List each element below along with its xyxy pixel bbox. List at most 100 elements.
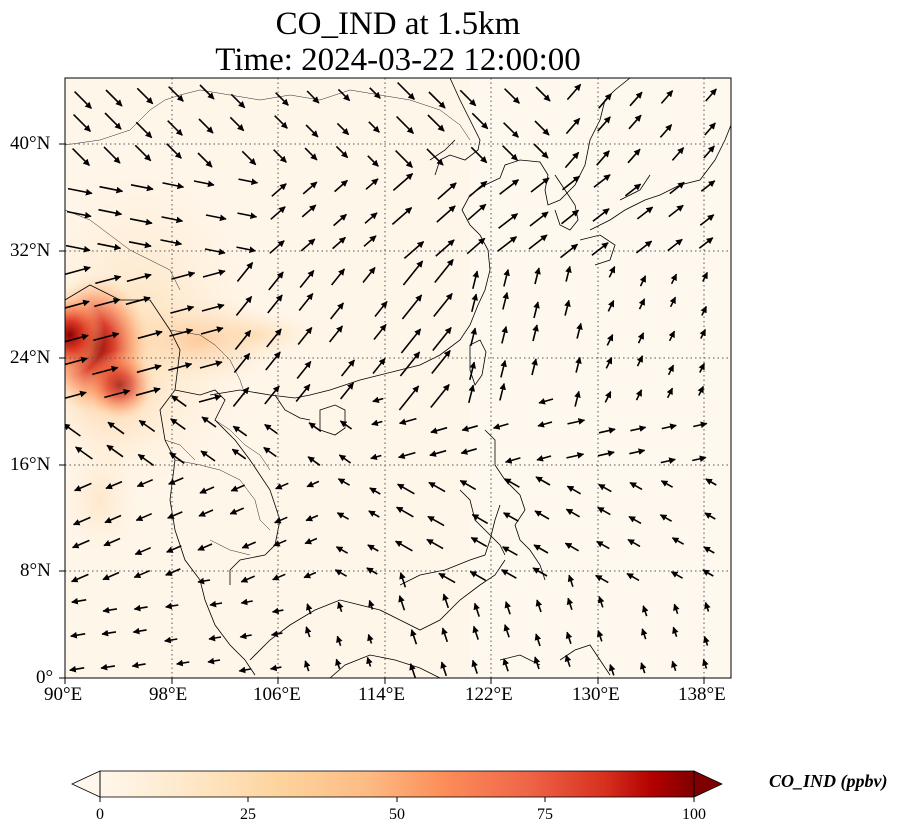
wind-arrow bbox=[638, 298, 646, 310]
wind-arrow bbox=[699, 214, 715, 226]
wind-arrow bbox=[629, 91, 643, 107]
wind-arrow bbox=[428, 481, 446, 493]
wind-arrow bbox=[640, 662, 647, 674]
wind-arrow bbox=[303, 571, 317, 579]
wind-arrow bbox=[241, 150, 257, 166]
wind-arrow bbox=[671, 537, 684, 545]
wind-arrow bbox=[209, 600, 223, 608]
wind-arrow bbox=[575, 356, 582, 373]
wind-arrow bbox=[642, 605, 649, 617]
wind-arrow bbox=[641, 628, 648, 640]
wind-arrow bbox=[470, 327, 477, 346]
wind-arrow bbox=[432, 326, 452, 351]
wind-arrow bbox=[673, 603, 680, 615]
wind-arrow bbox=[628, 515, 642, 525]
wind-arrow bbox=[164, 636, 178, 644]
wind-arrow bbox=[165, 602, 179, 610]
wind-arrow bbox=[427, 515, 445, 527]
wind-arrow bbox=[659, 514, 672, 522]
map-panel bbox=[65, 78, 731, 678]
wind-arrow bbox=[703, 145, 715, 159]
wind-arrow bbox=[136, 87, 154, 105]
wind-arrow bbox=[94, 297, 121, 308]
colorbar-extend-low bbox=[71, 770, 101, 798]
colorbar-tick-label: 75 bbox=[537, 806, 553, 823]
wind-arrow bbox=[333, 213, 347, 227]
wind-arrow bbox=[161, 216, 184, 224]
wind-arrow bbox=[197, 543, 213, 551]
wind-arrow bbox=[271, 607, 284, 615]
wind-arrow bbox=[136, 364, 162, 374]
wind-arrow bbox=[528, 234, 548, 250]
wind-arrow bbox=[305, 124, 319, 138]
wind-arrow bbox=[469, 570, 487, 582]
x-tick-label: 98°E bbox=[149, 684, 188, 705]
wind-arrow bbox=[668, 330, 676, 342]
wind-arrow bbox=[668, 204, 684, 218]
wind-arrow bbox=[460, 448, 477, 455]
wind-arrow bbox=[198, 509, 214, 517]
wind-arrow bbox=[236, 261, 254, 282]
wind-arrow bbox=[70, 573, 89, 583]
wind-arrow bbox=[692, 455, 707, 463]
wind-arrow bbox=[369, 87, 381, 99]
wind-arrow bbox=[693, 421, 708, 429]
map-frame bbox=[64, 77, 732, 679]
wind-arrow bbox=[370, 453, 382, 461]
wind-arrow bbox=[704, 512, 716, 520]
wind-arrow bbox=[566, 485, 581, 495]
wind-arrow bbox=[74, 91, 92, 109]
wind-arrow bbox=[306, 90, 320, 104]
wind-arrow bbox=[337, 601, 344, 613]
wind-arrow bbox=[73, 482, 92, 492]
wind-arrow bbox=[198, 394, 222, 403]
wind-arrow bbox=[608, 265, 616, 278]
wind-arrow bbox=[529, 211, 549, 227]
wind-arrow bbox=[65, 299, 90, 309]
wind-arrow bbox=[332, 236, 346, 250]
wind-arrow bbox=[671, 660, 678, 672]
wind-arrow bbox=[372, 357, 386, 374]
wind-arrow bbox=[162, 182, 185, 190]
wind-arrow bbox=[531, 358, 538, 376]
wind-arrow bbox=[430, 426, 448, 434]
wind-arrow bbox=[660, 90, 674, 104]
wind-arrow bbox=[566, 597, 574, 610]
wind-arrow bbox=[137, 453, 155, 467]
wind-arrow bbox=[135, 121, 153, 139]
wind-arrow bbox=[636, 206, 654, 220]
x-tick-label: 114°E bbox=[358, 684, 405, 705]
wind-arrow bbox=[500, 359, 507, 378]
wind-arrow bbox=[702, 658, 709, 669]
wind-arrow bbox=[197, 152, 213, 168]
wind-arrow bbox=[562, 175, 581, 191]
wind-arrow bbox=[670, 571, 683, 579]
x-tick-label: 138°E bbox=[678, 684, 726, 705]
wind-arrow bbox=[274, 516, 288, 524]
wind-arrow bbox=[296, 360, 312, 379]
wind-arrow bbox=[99, 185, 124, 194]
wind-arrow bbox=[593, 174, 611, 188]
wind-arrow bbox=[537, 421, 553, 428]
wind-arrow bbox=[498, 213, 519, 229]
wind-arrow bbox=[468, 384, 475, 403]
wind-arrow bbox=[565, 117, 581, 135]
wind-arrow bbox=[270, 630, 283, 638]
wind-arrow bbox=[132, 627, 147, 635]
wind-arrow bbox=[230, 484, 246, 492]
wind-arrow bbox=[534, 267, 541, 285]
wind-arrow bbox=[497, 236, 518, 252]
wind-arrow bbox=[328, 325, 344, 343]
wind-arrow bbox=[103, 146, 121, 164]
wind-arrow bbox=[530, 177, 550, 193]
y-tick-label: 32°N bbox=[10, 240, 51, 261]
wind-arrow bbox=[700, 305, 708, 316]
wind-arrow bbox=[105, 89, 123, 107]
wind-arrow bbox=[235, 295, 253, 316]
wind-arrow bbox=[438, 572, 456, 584]
y-tick-label: 8°N bbox=[20, 560, 51, 581]
wind-arrow bbox=[130, 184, 154, 192]
wind-arrow bbox=[166, 545, 182, 553]
wind-arrow bbox=[231, 448, 247, 460]
wind-arrow bbox=[238, 178, 259, 186]
